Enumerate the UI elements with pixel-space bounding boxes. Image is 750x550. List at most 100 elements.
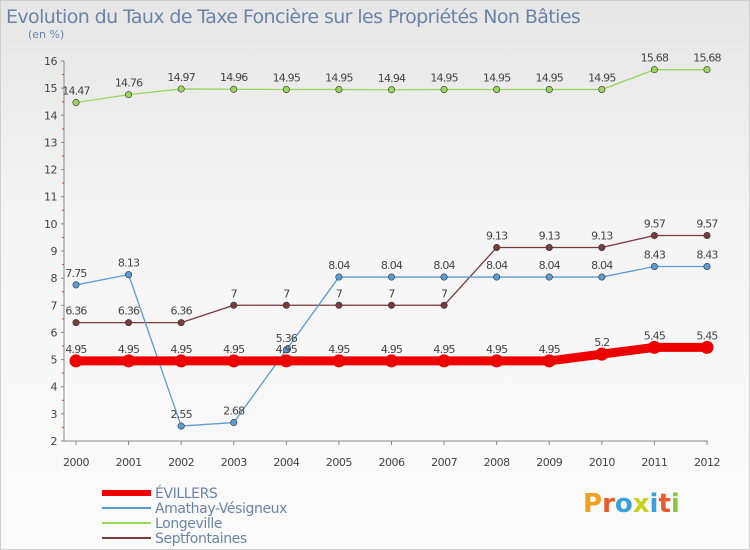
x-tick-label-2003: 2003 — [221, 456, 247, 469]
data-label-septfontaines-2011: 9.57 — [644, 218, 666, 231]
y-tick-label-14: 14 — [44, 109, 57, 122]
data-label-longeville-2001: 14.76 — [115, 77, 143, 90]
y-tick-label-15: 15 — [44, 82, 57, 95]
point--villers-2011 — [647, 340, 661, 354]
y-tick-label-4: 4 — [51, 381, 58, 394]
logo-letter: P — [583, 489, 603, 519]
logo-letter: o — [614, 489, 633, 519]
y-tick-label-3: 3 — [51, 408, 58, 421]
point--villers-2000 — [69, 354, 83, 368]
point--villers-2012 — [700, 340, 714, 354]
data-label-amathay-v-signeux-2000: 7.75 — [65, 267, 87, 280]
x-tick-label-2000: 2000 — [63, 456, 89, 469]
data-label-longeville-2009: 14.95 — [536, 72, 564, 85]
point-septfontaines-2003 — [230, 301, 238, 309]
x-tick-label-2009: 2009 — [536, 456, 562, 469]
y-tick-label-11: 11 — [44, 191, 57, 204]
point-amathay-v-signeux-2012 — [703, 262, 711, 270]
data-label-septfontaines-2002: 6.36 — [171, 305, 193, 318]
point-amathay-v-signeux-2004 — [282, 346, 290, 354]
proxiti-logo: Proxiti — [583, 489, 680, 519]
data-label-longeville-2012: 15.68 — [693, 52, 721, 65]
logo-letter: i — [649, 489, 659, 519]
data-label-septfontaines-2006: 7 — [388, 287, 395, 300]
point-amathay-v-signeux-2010 — [598, 273, 606, 281]
x-tick-label-2004: 2004 — [273, 456, 299, 469]
data-label--villers-2011: 5.45 — [644, 329, 666, 342]
x-tick-label-2012: 2012 — [694, 456, 720, 469]
data-label-longeville-2002: 14.97 — [167, 71, 195, 84]
point-amathay-v-signeux-2008 — [493, 273, 501, 281]
legend-label-longeville: Longeville — [155, 516, 222, 532]
y-tick-label-16: 16 — [44, 55, 57, 68]
point-longeville-2009 — [545, 86, 553, 94]
point-septfontaines-2006 — [387, 301, 395, 309]
data-label-amathay-v-signeux-2005: 8.04 — [328, 259, 350, 272]
data-label-amathay-v-signeux-2004: 5.36 — [276, 332, 298, 345]
data-label--villers-2004: 4.95 — [276, 343, 298, 356]
data-label-septfontaines-2008: 9.13 — [486, 229, 508, 242]
point-septfontaines-2009 — [545, 243, 553, 251]
data-label-amathay-v-signeux-2007: 8.04 — [433, 259, 455, 272]
data-label--villers-2003: 4.95 — [223, 343, 245, 356]
legend-label--villers: ÉVILLERS — [155, 485, 218, 502]
point-longeville-2011 — [650, 66, 658, 74]
point--villers-2003 — [227, 354, 241, 368]
data-label--villers-2005: 4.95 — [328, 343, 350, 356]
point-septfontaines-2002 — [177, 319, 185, 327]
data-label-amathay-v-signeux-2011: 8.43 — [644, 248, 666, 261]
point-septfontaines-2001 — [125, 319, 133, 327]
point--villers-2006 — [385, 354, 398, 368]
legend-label-amathay-v-signeux: Amathay-Vésigneux — [155, 501, 287, 517]
data-label--villers-2007: 4.95 — [433, 343, 455, 356]
y-tick-label-2: 2 — [51, 435, 58, 448]
point-septfontaines-2011 — [650, 232, 658, 240]
point-septfontaines-2008 — [493, 243, 501, 251]
data-label-septfontaines-2003: 7 — [231, 287, 238, 300]
point-septfontaines-2007 — [440, 301, 448, 309]
y-tick-label-10: 10 — [44, 218, 57, 231]
x-tick-label-2006: 2006 — [379, 456, 405, 469]
point--villers-2004 — [279, 354, 293, 368]
x-tick-label-2002: 2002 — [168, 456, 194, 469]
data-label--villers-2001: 4.95 — [118, 343, 140, 356]
data-label-longeville-2000: 14.47 — [62, 85, 90, 98]
data-label-septfontaines-2005: 7 — [336, 287, 343, 300]
point-septfontaines-2000 — [72, 319, 80, 327]
data-label-longeville-2011: 15.68 — [641, 52, 669, 65]
chart-title: Evolution du Taux de Taxe Foncière sur l… — [6, 6, 581, 28]
point--villers-2005 — [332, 354, 346, 368]
x-tick-label-2007: 2007 — [431, 456, 457, 469]
data-label--villers-2008: 4.95 — [486, 343, 508, 356]
point--villers-2001 — [122, 354, 136, 368]
data-label-septfontaines-2010: 9.13 — [591, 229, 613, 242]
data-label-septfontaines-2001: 6.36 — [118, 305, 140, 318]
point-longeville-2007 — [440, 86, 448, 94]
point-amathay-v-signeux-2003 — [230, 419, 238, 427]
data-label-septfontaines-2004: 7 — [283, 287, 290, 300]
point-longeville-2012 — [703, 66, 711, 74]
y-tick-label-12: 12 — [44, 164, 57, 177]
x-tick-label-2001: 2001 — [116, 456, 142, 469]
point-amathay-v-signeux-2006 — [387, 273, 395, 281]
y-tick-label-6: 6 — [51, 326, 58, 339]
data-label-amathay-v-signeux-2010: 8.04 — [591, 259, 613, 272]
data-label-septfontaines-2009: 9.13 — [539, 229, 561, 242]
point-amathay-v-signeux-2001 — [125, 271, 133, 279]
y-tick-label-9: 9 — [51, 245, 58, 258]
point-septfontaines-2005 — [335, 301, 343, 309]
data-label-longeville-2006: 14.94 — [378, 72, 406, 85]
data-label--villers-2012: 5.45 — [696, 329, 718, 342]
y-tick-label-7: 7 — [51, 299, 58, 312]
point-amathay-v-signeux-2011 — [650, 262, 658, 270]
point--villers-2009 — [542, 354, 556, 368]
point-longeville-2008 — [493, 86, 501, 94]
point-longeville-2010 — [598, 86, 606, 94]
point-amathay-v-signeux-2002 — [177, 422, 185, 430]
data-label-septfontaines-2007: 7 — [441, 287, 448, 300]
data-label--villers-2009: 4.95 — [539, 343, 561, 356]
legend-label-septfontaines: Septfontaines — [155, 531, 247, 547]
point-longeville-2004 — [282, 86, 290, 94]
data-label-amathay-v-signeux-2002: 2.55 — [171, 408, 193, 421]
data-label-longeville-2007: 14.95 — [430, 72, 458, 85]
